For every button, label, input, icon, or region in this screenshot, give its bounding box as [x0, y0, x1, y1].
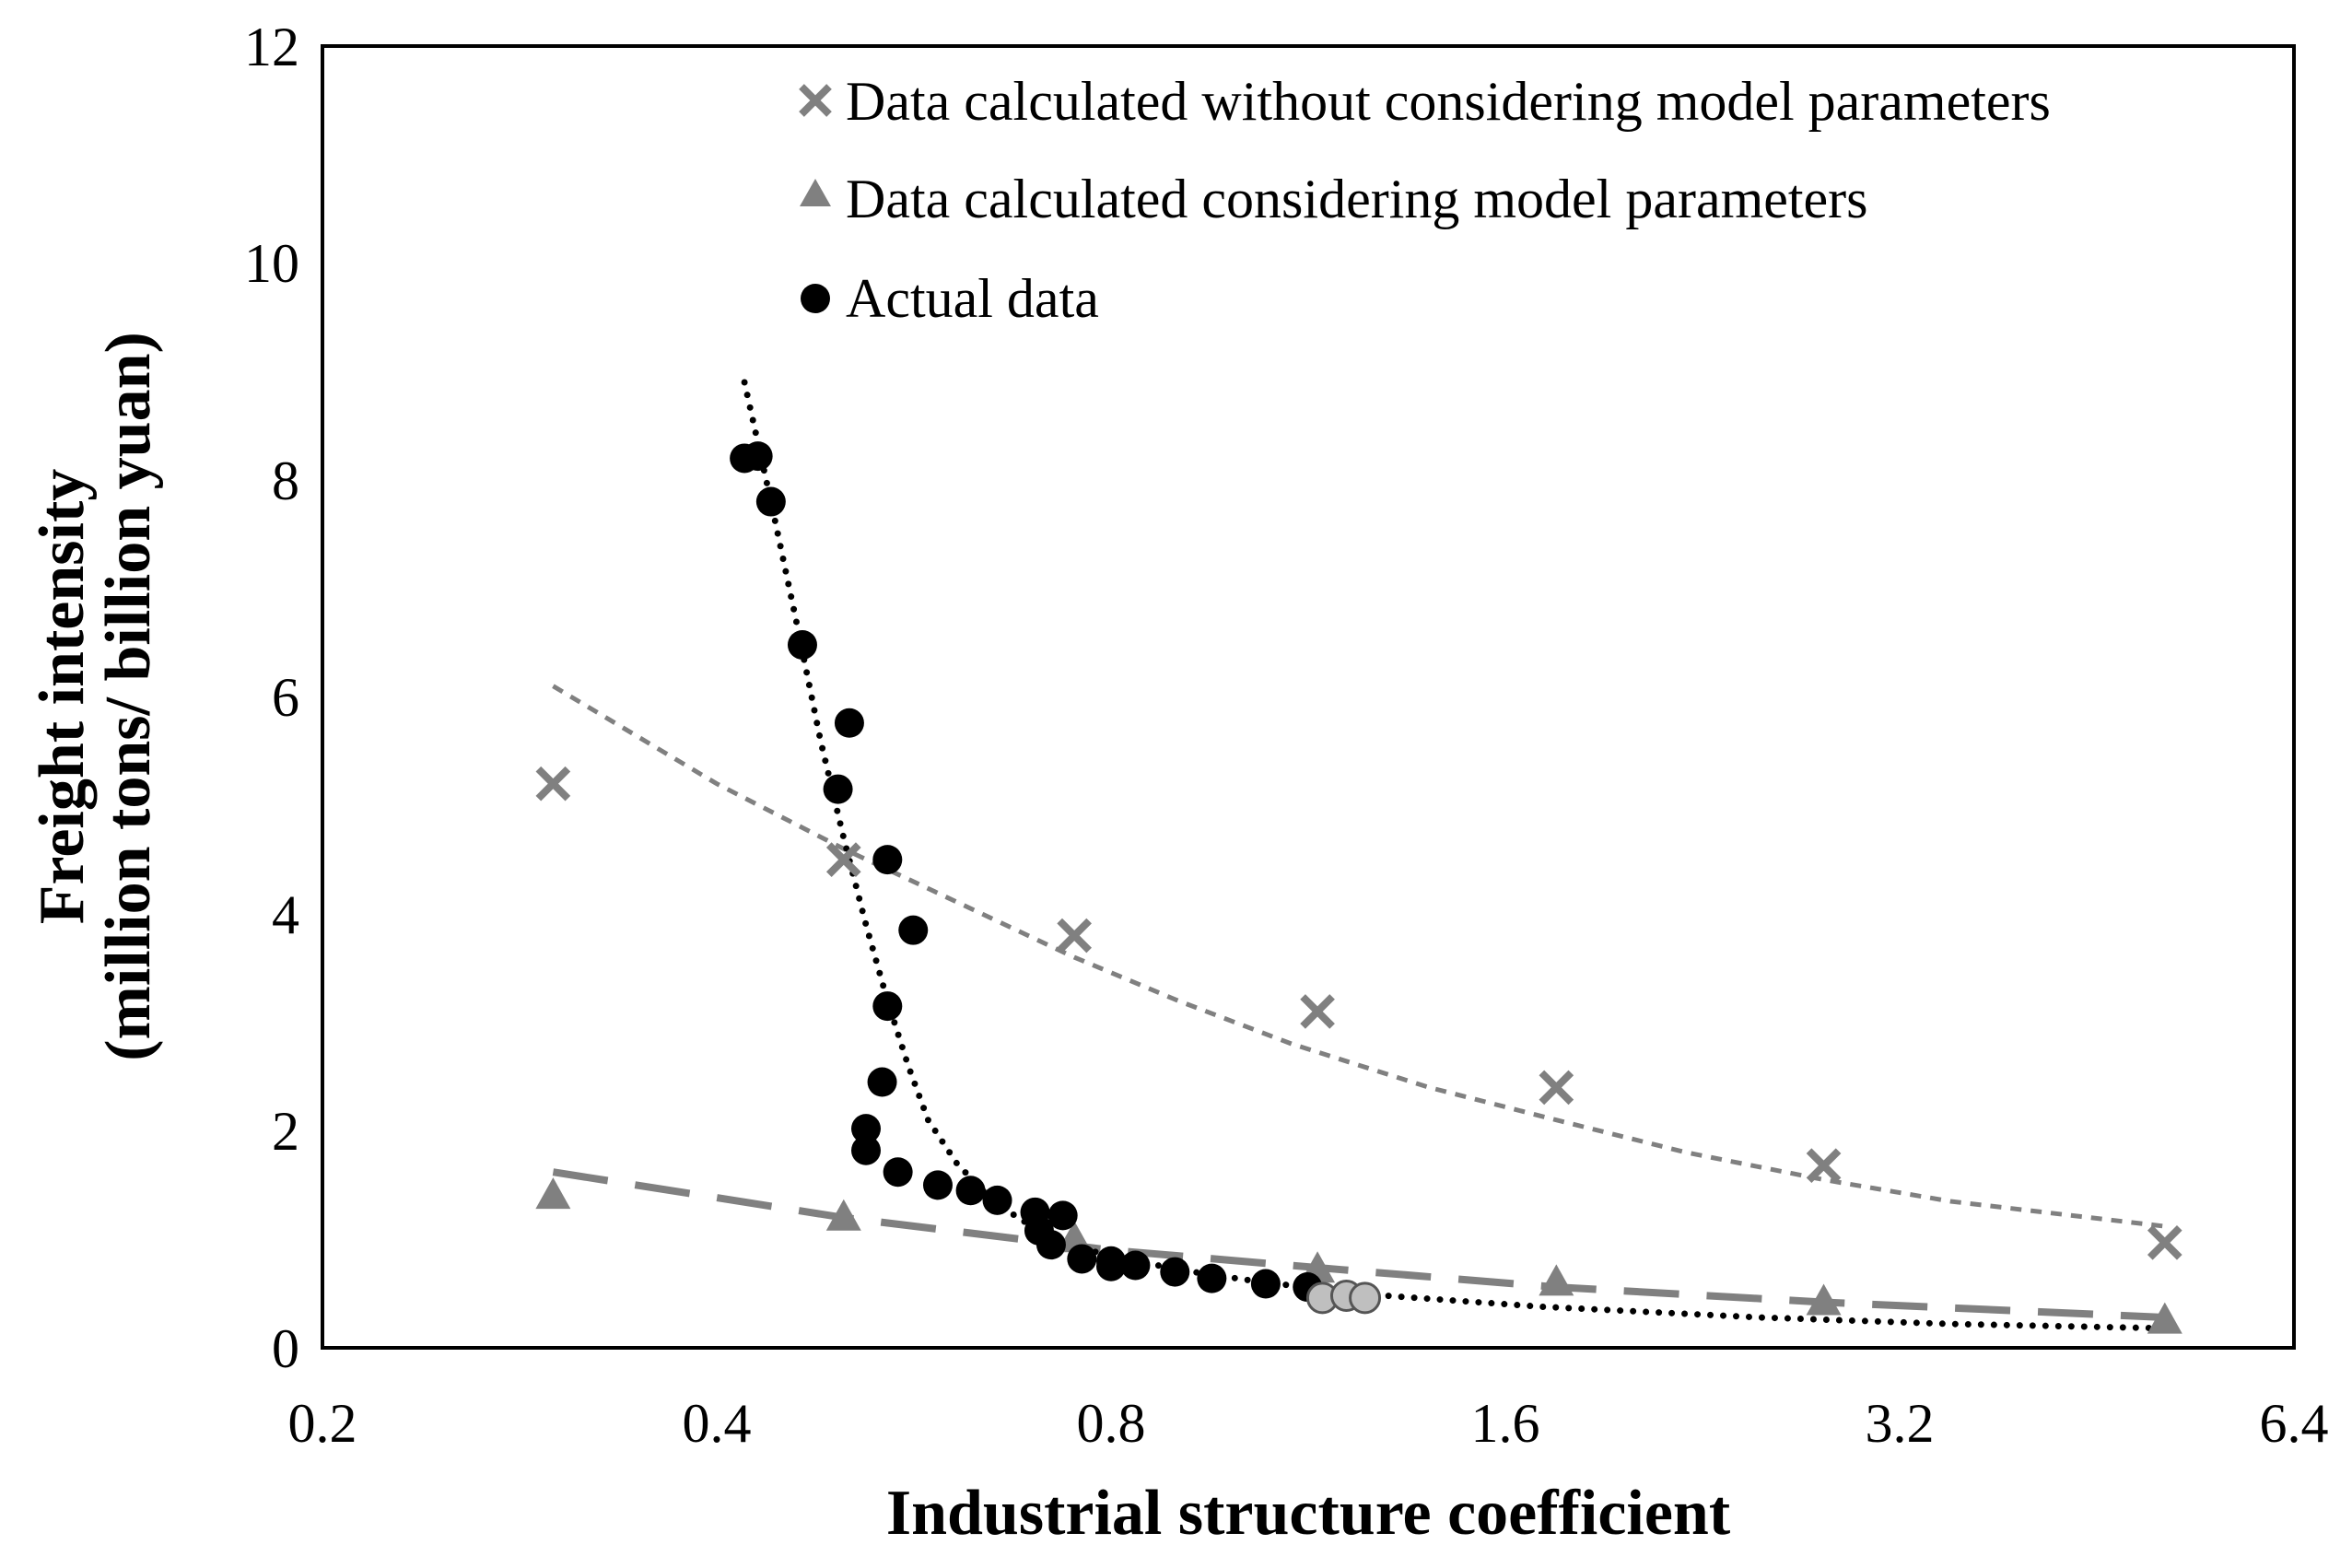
data-point-s3-27 — [1250, 1269, 1281, 1299]
data-point-s2-7 — [2147, 1302, 2182, 1334]
legend-circle-marker-icon — [801, 284, 830, 313]
data-point-s3-4 — [787, 629, 817, 660]
data-point-s3-20 — [1036, 1230, 1066, 1260]
data-point-s3-9 — [872, 991, 903, 1022]
data-point-s2-5 — [1539, 1264, 1574, 1296]
data-point-s3-16 — [982, 1185, 1012, 1215]
data-point-gray-3 — [1349, 1281, 1382, 1315]
x-tick-label: 3.2 — [1866, 1393, 1935, 1454]
data-point-s3-18 — [1047, 1200, 1078, 1231]
data-point-s3-7 — [872, 845, 903, 875]
data-point-s1-6 — [1806, 1148, 1842, 1184]
legend: Data calculated without considering mode… — [799, 71, 2051, 329]
x-tick-label: 1.6 — [1471, 1393, 1540, 1454]
data-point-s3-5 — [834, 708, 864, 738]
y-tick-label: 0 — [272, 1318, 299, 1379]
data-point-s1-7 — [2147, 1224, 2182, 1260]
x-axis-title: Industrial structure coefficient — [886, 1478, 1730, 1549]
y-tick-label: 6 — [272, 667, 299, 728]
legend-triangle-marker-icon — [800, 179, 831, 206]
data-point-s1-4 — [1300, 994, 1335, 1029]
data-point-s3-14 — [922, 1170, 953, 1200]
data-point-s3-23 — [1096, 1251, 1126, 1281]
data-point-s3-24 — [1120, 1250, 1151, 1281]
data-point-s1-1 — [535, 766, 571, 802]
legend-item-with-params: Data calculated considering model parame… — [800, 169, 1868, 229]
data-point-s3-2 — [743, 441, 773, 472]
legend-label: Data calculated without considering mode… — [846, 71, 2051, 132]
y-tick-labels: 0 2 4 6 8 10 12 — [244, 17, 299, 1379]
data-point-s1-2 — [825, 842, 861, 877]
data-point-s3-13 — [883, 1157, 913, 1188]
x-tick-label: 0.4 — [683, 1393, 752, 1454]
data-point-s1-3 — [1057, 918, 1092, 954]
y-tick-label: 12 — [244, 17, 299, 77]
point-layer — [535, 441, 2182, 1334]
data-point-s3-8 — [898, 915, 929, 945]
plot-area — [321, 44, 2296, 1350]
x-tick-label: 6.4 — [2260, 1393, 2329, 1454]
data-point-s3-11 — [851, 1114, 882, 1144]
y-tick-label: 2 — [272, 1101, 299, 1162]
data-point-s2-1 — [535, 1177, 571, 1210]
data-point-s3-25 — [1160, 1257, 1190, 1287]
data-point-s2-6 — [1806, 1283, 1842, 1316]
legend-label: Actual data — [846, 268, 1099, 329]
data-point-s3-6 — [823, 774, 853, 804]
legend-item-actual: Actual data — [801, 268, 1099, 329]
data-point-s3-21 — [1067, 1244, 1097, 1274]
data-point-s3-26 — [1197, 1263, 1227, 1293]
y-tick-label: 10 — [244, 233, 299, 294]
x-tick-labels: 0.2 0.4 0.8 1.6 3.2 6.4 — [288, 1393, 2329, 1454]
data-point-s3-3 — [755, 486, 786, 517]
legend-x-marker-icon — [799, 84, 832, 117]
data-point-s1-5 — [1539, 1070, 1574, 1106]
legend-label: Data calculated considering model parame… — [846, 169, 1868, 229]
data-point-s3-12 — [851, 1135, 882, 1165]
y-axis-title: Freight intensity (million tons/ billion… — [27, 332, 164, 1061]
y-tick-label: 4 — [272, 884, 299, 945]
data-point-s3-10 — [867, 1067, 897, 1097]
x-tick-label: 0.8 — [1077, 1393, 1146, 1454]
y-axis-title-line2: (million tons/ billion yuan) — [93, 332, 164, 1061]
legend-item-without-params: Data calculated without considering mode… — [799, 71, 2051, 132]
y-tick-label: 8 — [272, 451, 299, 511]
data-point-s3-15 — [955, 1176, 986, 1206]
x-tick-label: 0.2 — [288, 1393, 357, 1454]
data-point-s2-2 — [825, 1199, 861, 1231]
y-axis-title-line1: Freight intensity — [27, 469, 98, 925]
